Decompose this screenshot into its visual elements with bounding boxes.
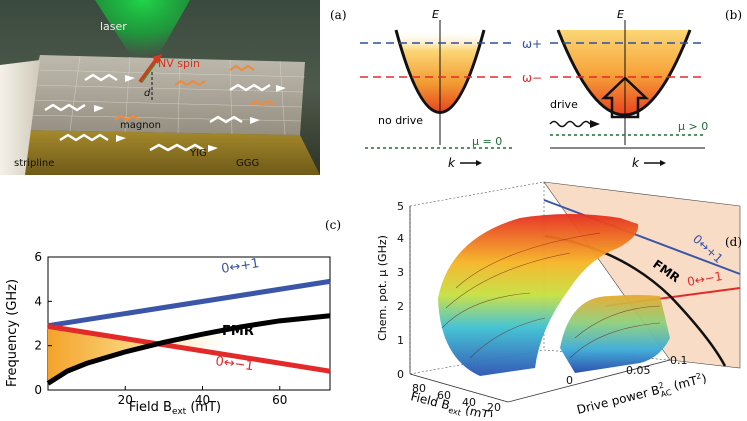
c-series-line-0: [47, 278, 331, 329]
omega-minus-label: ω−: [522, 71, 542, 85]
c-plus-transition-label: 0↔+1: [220, 256, 260, 277]
laser-beam: [95, 0, 190, 70]
ggg-substrate: [0, 130, 320, 175]
c-x-tick-label: 40: [195, 393, 210, 407]
d-field-axis-label: Field Bext (mT): [409, 389, 495, 417]
right-k-label: k: [632, 156, 640, 170]
stripline-strip: [0, 60, 40, 175]
mu-positive-label: μ > 0: [678, 120, 708, 133]
panel-label-d: (d): [725, 235, 743, 249]
d-power-ticks: 0 0.05 0.1: [566, 354, 688, 387]
svg-text:0: 0: [566, 374, 573, 387]
svg-text:2: 2: [397, 300, 404, 313]
panel-d: 0 1 2 3 4 5 80 60 40 20 0 0.05 0.1 Chem.…: [370, 178, 747, 421]
c-y-tick-label: 4: [34, 294, 42, 308]
c-population-fill: [48, 315, 330, 384]
d-minus-transition-label: 0↔−1: [686, 269, 723, 289]
d-field-axis: [409, 373, 509, 403]
c-x-tick-label: 60: [272, 393, 287, 407]
c-x-tick-label: 20: [118, 393, 133, 407]
d-data-traces: [441, 232, 661, 359]
svg-text:4: 4: [397, 232, 404, 245]
svg-text:1: 1: [397, 334, 404, 347]
right-energy-label: E: [617, 8, 624, 21]
d-surface-high: [438, 214, 639, 376]
ggg-label: GGG: [236, 158, 259, 169]
panel-c: 20 40 60 0 2 4 6 Frequency (GHz) Field Bext (m…: [0, 215, 340, 417]
svg-text:60: 60: [437, 389, 451, 402]
drive-wave: [549, 120, 591, 128]
magnon-label: magnon: [120, 120, 161, 131]
stripline-label: stripline: [14, 158, 54, 169]
panel-a: laser NV spin d magnon stripline YIG GGG: [0, 0, 320, 175]
c-fmr-label: FMR: [222, 324, 254, 339]
svg-text:40: 40: [462, 396, 476, 409]
left-k-label: k: [448, 156, 456, 170]
no-drive-label: no drive: [378, 114, 423, 127]
magnon-waves: [44, 73, 271, 152]
panel-b: E E ω+ ω− μ = 0 μ > 0 no drive drive k k: [360, 0, 747, 175]
chemical-potential-3d-plot: 0 1 2 3 4 5 80 60 40 20 0 0.05 0.1 Chem.…: [376, 181, 741, 421]
d-z-axis-label: Chem. pot. μ (GHz): [376, 235, 389, 341]
d-field-ticks: 80 60 40 20: [412, 382, 501, 414]
svg-text:0: 0: [397, 368, 404, 381]
c-y-tick-label: 6: [34, 250, 42, 264]
d-z-ticks: 0 1 2 3 4 5: [397, 200, 404, 381]
drive-up-arrow: [600, 76, 650, 119]
c-minus-transition-label: 0↔−1: [214, 354, 254, 374]
yig-label: YIG: [189, 148, 207, 159]
c-y-axis-label: Frequency (GHz): [5, 279, 20, 387]
laser-label: laser: [100, 20, 127, 33]
left-energy-label: E: [432, 8, 439, 21]
frequency-chart: 20 40 60 0 2 4 6 Frequency (GHz) Field Bext (m…: [5, 250, 331, 417]
mu-zero-label: μ = 0: [472, 135, 502, 148]
svg-text:0.05: 0.05: [626, 364, 651, 377]
c-series-line-2: [46, 313, 331, 386]
distance-label: d: [144, 88, 151, 99]
svg-text:0.1: 0.1: [670, 354, 688, 367]
d-power-axis-label: Drive power B2AC (mT2): [575, 370, 709, 417]
panel-b-diagram: E E ω+ ω− μ = 0 μ > 0 no drive drive k k: [360, 8, 708, 170]
panel-label-a: (a): [330, 8, 347, 22]
d-plus-line: [543, 199, 741, 275]
panel-label-c: (c): [325, 218, 342, 232]
right-band-curve: [556, 29, 692, 117]
d-surface-low: [560, 295, 670, 373]
svg-text:20: 20: [487, 401, 501, 414]
c-y-tick-label: 0: [34, 383, 42, 397]
svg-text:3: 3: [397, 266, 404, 279]
panel-a-illustration: laser NV spin d magnon stripline YIG GGG: [0, 0, 320, 175]
panel-label-b: (b): [725, 8, 743, 22]
c-y-tick-label: 2: [34, 339, 42, 353]
drive-label: drive: [550, 98, 578, 111]
svg-text:80: 80: [412, 382, 426, 395]
magnon-waves-orange: [114, 64, 275, 122]
d-power-axis: [507, 359, 671, 403]
c-x-axis-label: Field Bext (mT): [129, 400, 221, 417]
nv-spin-arrow: [138, 58, 158, 84]
c-series-line-1: [47, 323, 331, 374]
svg-text:5: 5: [397, 200, 404, 213]
omega-plus-label: ω+: [522, 37, 542, 51]
nv-spin-label: NV spin: [158, 57, 200, 70]
